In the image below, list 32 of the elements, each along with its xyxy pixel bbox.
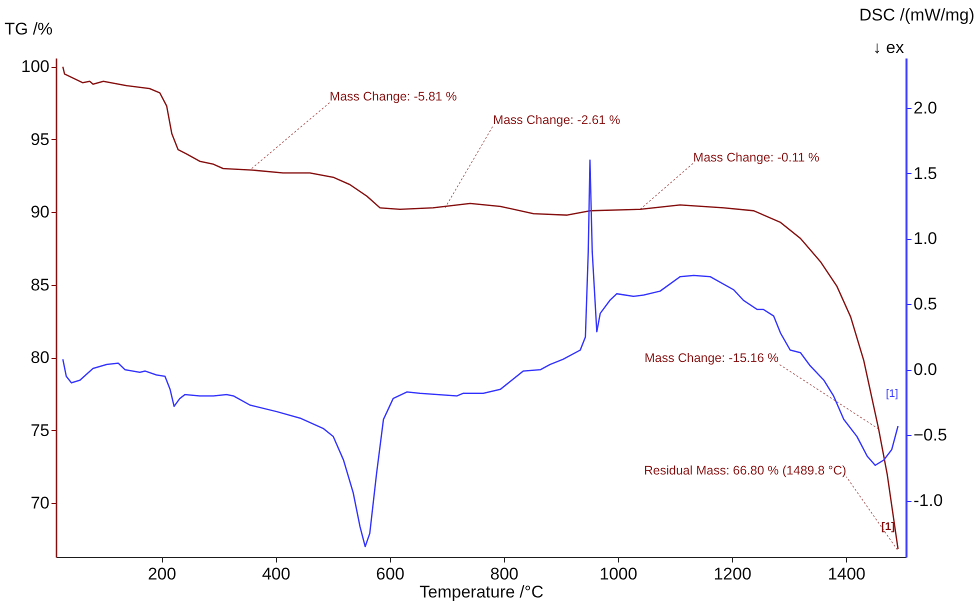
annotation: [1] — [881, 521, 896, 533]
x-tick-label: 1400 — [828, 564, 866, 584]
annotation: Mass Change: -2.61 % — [493, 112, 620, 127]
y-tick-label: 100 — [21, 57, 50, 76]
annotation: [1] — [886, 388, 898, 400]
y-tick-label: 80 — [30, 348, 50, 368]
annotation: Mass Change: -15.16 % — [644, 350, 779, 365]
x-axis-title: Temperature /°C — [420, 582, 544, 602]
y2-tick-label: 0.5 — [914, 294, 938, 314]
y2-tick-label: 2.0 — [914, 98, 938, 118]
y-axis-title: TG /% — [4, 20, 53, 38]
y-tick-label: 70 — [30, 494, 50, 513]
x-tick-label: 200 — [148, 564, 176, 584]
x-tick-label: 800 — [490, 564, 519, 584]
x-tick-label: 400 — [262, 564, 290, 584]
y2-tick-label: 1.0 — [914, 229, 938, 248]
text: ↓ ex — [872, 38, 904, 57]
x-tick-label: 600 — [376, 564, 404, 584]
x-tick-label: 1200 — [714, 564, 752, 584]
annotation: Mass Change: -5.81 % — [330, 90, 457, 104]
y-tick-label: 75 — [30, 420, 50, 440]
y2-tick-label: −0.5 — [914, 426, 948, 445]
annotation: Mass Change: -0.11 % — [693, 150, 820, 164]
y2-tick-label: -1.0 — [914, 491, 943, 510]
y2-tick-label: 0.0 — [914, 360, 938, 380]
y-tick-label: 95 — [30, 130, 50, 149]
x-tick-label: 1000 — [600, 564, 638, 584]
y2-axis-title: DSC /(mW/mg) — [859, 6, 974, 24]
annotation: Residual Mass: 66.80 % (1489.8 °C) — [644, 464, 846, 478]
y-tick-label: 90 — [30, 202, 50, 222]
y-tick-label: 85 — [30, 275, 50, 294]
y2-tick-label: 1.5 — [914, 164, 938, 183]
